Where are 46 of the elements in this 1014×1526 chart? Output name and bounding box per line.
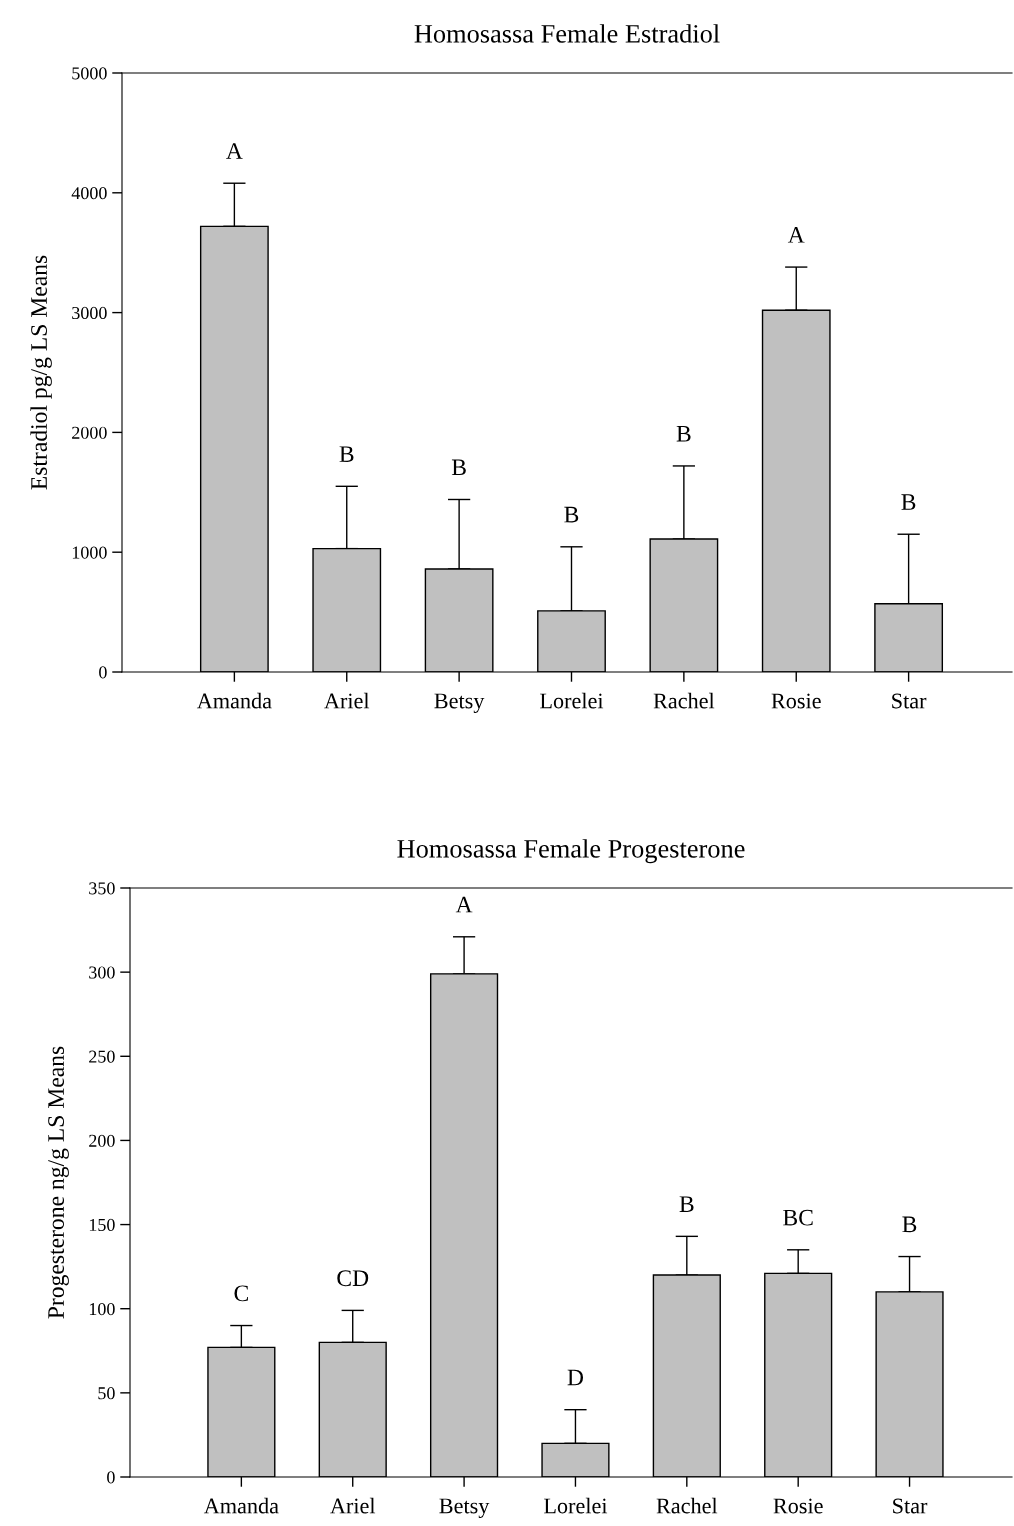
y-tick-label: 1000	[72, 546, 107, 559]
annotation: B	[676, 426, 691, 442]
x-tick-label: Betsy	[439, 1498, 490, 1518]
y-tick-label: 250	[89, 1050, 115, 1063]
annotation: A	[787, 227, 805, 243]
annotation: CD	[337, 1270, 369, 1287]
y-tick-label: 150	[89, 1218, 115, 1232]
y-tick-label: 4000	[71, 187, 107, 200]
y-tick-label: 300	[89, 966, 115, 979]
annotation: B	[901, 494, 916, 510]
chart-title: Homosassa Female Progesterone	[397, 839, 745, 864]
x-tick-label: Lorelei	[544, 1497, 608, 1514]
x-tick-label: Star	[893, 1498, 928, 1514]
x-tick-label: Betsy	[434, 693, 485, 713]
annotation: C	[234, 1285, 248, 1302]
y-tick-label: 50	[98, 1387, 115, 1400]
annotation: BC	[783, 1209, 813, 1226]
x-tick-label: Rachel	[656, 1497, 718, 1514]
annotation: B	[451, 459, 466, 476]
y-tick-label: 100	[89, 1302, 115, 1316]
x-tick-label: Lorelei	[540, 692, 604, 709]
y-axis-title: Estradiol pg/g LS Means	[30, 255, 52, 490]
x-tick-label: Amanda	[203, 1497, 279, 1514]
x-tick-label: Star	[892, 693, 927, 709]
annotation: B	[339, 446, 354, 462]
x-tick-label: Ariel	[330, 1497, 376, 1514]
x-tick-label: Rosie	[773, 1498, 823, 1514]
annotation: B	[679, 1196, 694, 1212]
y-tick-label: 350	[89, 882, 115, 895]
y-tick-label: 200	[89, 1134, 115, 1147]
y-tick-label: 0	[99, 666, 107, 679]
annotation: B	[564, 506, 579, 523]
chart-title: Homosassa Female Estradiol	[414, 24, 720, 43]
x-tick-label: Ariel	[324, 692, 370, 709]
y-tick-label: 0	[107, 1471, 115, 1484]
annotation: D	[567, 1369, 584, 1386]
x-tick-label: Rachel	[653, 692, 715, 709]
y-tick-label: 3000	[72, 306, 107, 320]
x-tick-label: Amanda	[196, 692, 272, 709]
annotation: B	[902, 1216, 917, 1233]
annotation: A	[455, 896, 473, 913]
annotation: A	[226, 143, 243, 159]
y-axis-title: Progesterone ng/g LS Means	[48, 1046, 69, 1319]
y-tick-label: 2000	[72, 426, 107, 439]
y-tick-label: 5000	[72, 67, 107, 80]
x-tick-label: Rosie	[771, 693, 821, 709]
